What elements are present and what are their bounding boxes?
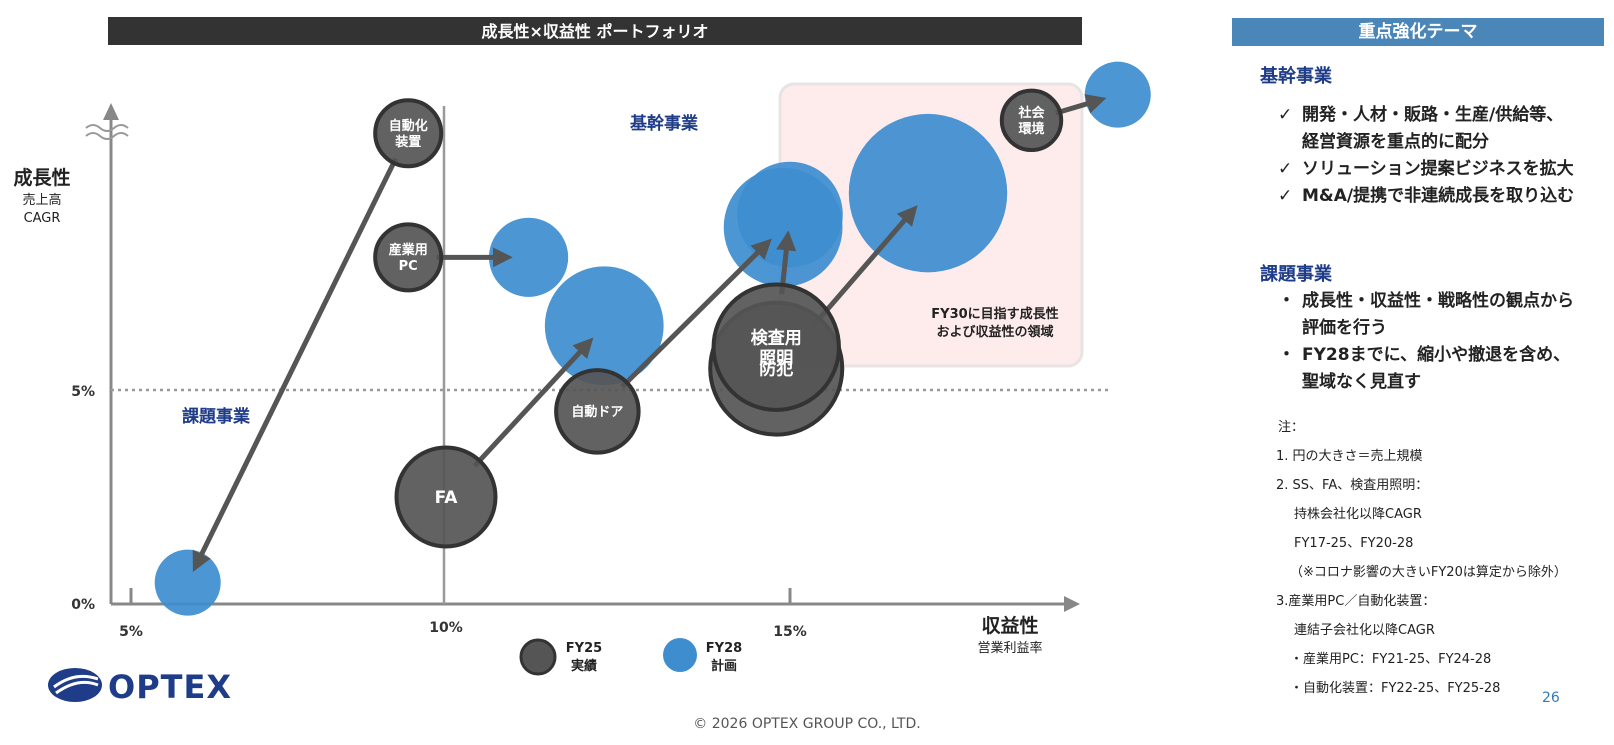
panel-title: 重点強化テーマ <box>1232 18 1604 46</box>
check-icon: ✓ <box>1278 105 1293 125</box>
bubble-label-series-1: PC <box>399 259 418 274</box>
legend-fy28-label: FY28 <box>706 641 742 656</box>
y-tick-5: 5% <box>71 384 95 400</box>
note-line: ・産業用PC：FY21-25、FY24-28 <box>1290 652 1492 667</box>
growth-arrows <box>192 94 1107 573</box>
arrow-series-0 <box>192 157 399 573</box>
bubble-label-series-4: 防犯 <box>759 359 793 380</box>
y-axis-sublabel-2: CAGR <box>24 211 61 226</box>
issue-item: ・成長性・収益性・戦略性の観点から <box>1278 288 1574 315</box>
quadrant-label-issue: 課題事業 <box>182 406 250 427</box>
legend-fy28-swatch <box>663 638 697 672</box>
core-item: ✓ M&A/提携で非連続成長を取り込む <box>1278 183 1574 210</box>
focus-themes-panel: 重点強化テーマ 基幹事業 ✓ 開発・人材・販路・生産/供給等、 経営資源を重点的に… <box>1232 0 1604 745</box>
arrow-series-2 <box>472 337 594 468</box>
bullet-icon: ・ <box>1278 345 1295 365</box>
issue-business-list: ・成長性・収益性・戦略性の観点から 評価を行う ・ FY28までに、縮小や撤退を含… <box>1278 288 1574 396</box>
bubble-label-series-6: 環境 <box>1018 121 1044 137</box>
bubble-label-series-5: 照明 <box>759 348 793 368</box>
bubble-label-series-5: 検査用 <box>751 327 802 348</box>
check-icon: ✓ <box>1278 186 1293 206</box>
note-line: （※コロナ影響の大きいFY20は算定から除外） <box>1290 565 1567 580</box>
core-business-list: ✓ 開発・人材・販路・生産/供給等、 経営資源を重点的に配分 ✓ ソリューション提案… <box>1278 102 1574 210</box>
arrow-series-3 <box>620 238 772 389</box>
optex-logo-text: OPTEX <box>108 668 232 705</box>
legend-fy28-sublabel: 計画 <box>711 658 737 674</box>
issue-item: ・ FY28までに、縮小や撤退を含め、 <box>1278 342 1574 369</box>
note-line: 連結子会社化以降CAGR <box>1294 623 1435 638</box>
axis-break-mark <box>85 124 129 140</box>
fy28-bubble-series-5 <box>737 161 843 268</box>
target-zone-label-2: および収益性の領域 <box>936 324 1053 340</box>
quadrant-label-core: 基幹事業 <box>629 113 698 134</box>
note-line: 1. 円の大きさ＝売上規模 <box>1276 449 1423 464</box>
arrow-series-4 <box>811 205 918 328</box>
optex-logo-swoosh <box>53 674 99 695</box>
fy28-bubble-series-6 <box>1084 61 1151 128</box>
bubble-label-series-0: 自動化 <box>389 118 428 134</box>
bubble-label-series-2: FA <box>435 488 459 508</box>
note-line: ・自動化装置：FY22-25、FY25-28 <box>1290 681 1501 696</box>
core-business-heading: 基幹事業 <box>1260 66 1332 87</box>
optex-logo: OPTEX <box>48 668 232 705</box>
note-line: 持株会社化以降CAGR <box>1294 507 1422 522</box>
legend-fy25-sublabel: 実績 <box>571 658 597 674</box>
x-tick-5: 5% <box>119 624 143 640</box>
y-axis-label: 成長性 <box>13 166 70 189</box>
legend-fy25-swatch <box>519 638 557 676</box>
x-axis-label: 収益性 <box>981 614 1038 637</box>
portfolio-chart: 成長性×収益性 ポートフォリオ FY30に目指す成長性 および収益性の領域 5%… <box>13 17 1151 676</box>
note-line: FY17-25、FY20-28 <box>1294 536 1414 551</box>
arrow-series-6 <box>1054 94 1107 116</box>
fy28-bubble-series-4 <box>848 113 1008 273</box>
chart-title-bar <box>108 17 1082 45</box>
fy25-bubble-series-6 <box>999 88 1064 153</box>
y-axis-sublabel-1: 売上高 <box>22 192 61 208</box>
fy28-bubble-series-0 <box>154 549 221 616</box>
fy25-bubble-series-3 <box>554 368 641 455</box>
x-tick-10: 10% <box>429 620 463 636</box>
chart-title: 成長性×収益性 ポートフォリオ <box>482 22 709 41</box>
fy25-bubbles <box>373 88 1064 549</box>
x-axis-sublabel: 営業利益率 <box>977 640 1042 656</box>
note-line: 2. SS、FA、検査用照明： <box>1276 478 1429 493</box>
bubble-label-series-3: 自動ドア <box>571 404 623 420</box>
page-number: 26 <box>1542 690 1560 706</box>
notes: 注： 1. 円の大きさ＝売上規模 2. SS、FA、検査用照明： 持株会社化以降… <box>1276 413 1567 703</box>
fy25-bubble-series-5 <box>711 282 841 412</box>
core-item: ✓ ソリューション提案ビジネスを拡大 <box>1278 156 1574 183</box>
bubble-label-series-1: 産業用 <box>389 242 428 258</box>
fy25-bubble-series-2 <box>394 445 498 549</box>
core-item-cont: 経営資源を重点的に配分 <box>1302 132 1489 152</box>
issue-business-heading: 課題事業 <box>1260 264 1332 285</box>
y-tick-0: 0% <box>71 597 95 613</box>
fy25-bubble-series-0 <box>373 98 444 169</box>
note-line: 3.産業用PC／自動化装置： <box>1276 594 1436 609</box>
fy28-bubble-series-1 <box>488 217 569 297</box>
target-zone-label-1: FY30に目指す成長性 <box>931 306 1058 322</box>
x-tick-15: 15% <box>773 624 807 640</box>
bubble-label-series-6: 社会 <box>1017 105 1045 121</box>
copyright: © 2026 OPTEX GROUP CO., LTD. <box>693 716 921 732</box>
bubble-label-series-0: 装置 <box>394 134 421 150</box>
legend-fy25-label: FY25 <box>566 641 602 656</box>
check-icon: ✓ <box>1278 159 1293 179</box>
core-item: ✓ 開発・人材・販路・生産/供給等、 <box>1278 102 1574 129</box>
fy25-bubble-series-1 <box>373 222 444 293</box>
bullet-icon: ・ <box>1278 291 1295 311</box>
issue-item-cont: 聖域なく見直す <box>1302 372 1421 392</box>
issue-item-cont: 評価を行う <box>1302 318 1387 338</box>
note-line: 注： <box>1278 420 1305 435</box>
x-axis-arrowhead <box>1064 596 1080 612</box>
y-axis-arrowhead <box>103 103 119 120</box>
